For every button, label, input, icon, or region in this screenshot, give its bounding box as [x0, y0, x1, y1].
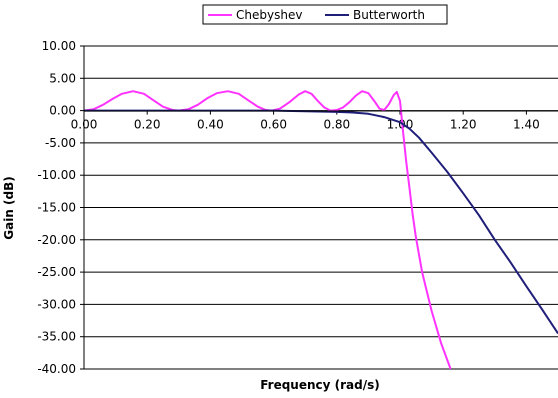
- series-line-butterworth: [84, 109, 558, 335]
- y-tick-label: -25.00: [37, 265, 76, 279]
- y-tick-label: 5.00: [49, 71, 76, 85]
- x-tick-label: 0.40: [197, 118, 224, 132]
- x-axis-ticks: 0.00 0.20 0.40 0.60 0.80 1.00 1.20 1.40: [71, 110, 540, 132]
- y-tick-label: -10.00: [37, 168, 76, 182]
- y-axis-title: Gain (dB): [2, 176, 16, 240]
- y-axis-ticks: 10.00 5.00 0.00 -5.00 -10.00 -15.00 -20.00 -25.…: [37, 39, 84, 376]
- x-tick-label: 0.80: [323, 118, 350, 132]
- series-lines: [83, 90, 558, 370]
- gridlines: [84, 45, 558, 370]
- x-axis-title: Frequency (rad/s): [260, 378, 380, 392]
- y-tick-label: -30.00: [37, 297, 76, 311]
- legend: Chebyshev Butterworth: [202, 4, 448, 25]
- series-line-chebyshev: [83, 90, 452, 370]
- legend-label-chebyshev: Chebyshev: [236, 8, 302, 22]
- y-tick-label: 10.00: [42, 39, 76, 53]
- y-tick-label: -20.00: [37, 233, 76, 247]
- x-tick-label: 0.60: [260, 118, 287, 132]
- y-tick-label: -35.00: [37, 330, 76, 344]
- x-tick-label: 0.20: [134, 118, 161, 132]
- y-tick-label: 0.00: [49, 104, 76, 118]
- y-tick-label: -5.00: [45, 136, 76, 150]
- y-tick-label: -15.00: [37, 201, 76, 215]
- x-tick-label: 1.40: [513, 118, 540, 132]
- y-tick-label: -40.00: [37, 362, 76, 376]
- x-tick-label: 1.20: [450, 118, 477, 132]
- legend-label-butterworth: Butterworth: [353, 8, 425, 22]
- x-tick-label: 1.00: [387, 118, 414, 132]
